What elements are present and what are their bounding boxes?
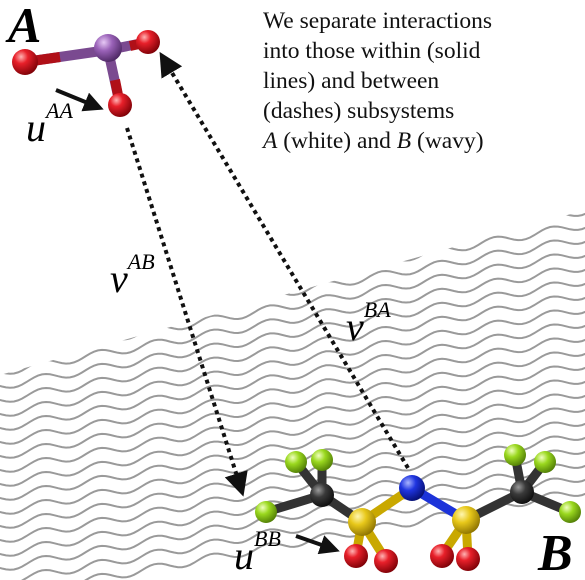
label-u-bb: uBB	[234, 526, 281, 579]
caption-line: A (white) and B (wavy)	[263, 126, 581, 156]
caption-symbol-b: B	[396, 128, 412, 154]
caption: We separate interactions into those with…	[263, 6, 581, 156]
caption-line: We separate interactions	[263, 8, 493, 34]
wave-line	[0, 359, 585, 473]
interaction-arrow-uBB	[295, 534, 340, 555]
wave-line	[0, 331, 585, 445]
caption-symbol-a: A	[263, 128, 278, 154]
wave-line	[0, 210, 585, 305]
fluorine-atom	[255, 501, 277, 523]
sulfur-atom	[348, 508, 376, 536]
label-sup: AB	[127, 249, 155, 274]
wave-line	[0, 210, 585, 277]
oxygen-atom	[456, 547, 480, 571]
wave-line	[0, 457, 585, 571]
carbon-atom	[310, 483, 334, 507]
label-u-aa: uAA	[26, 98, 73, 151]
wave-line	[0, 303, 585, 417]
phosphorus-atom	[94, 34, 122, 62]
interaction-arrow-uAA	[55, 88, 104, 112]
label-base: u	[234, 533, 254, 578]
wave-line	[0, 275, 585, 389]
oxygen-atom	[12, 49, 38, 75]
label-v-ba: vBA	[346, 297, 391, 350]
label-sup: AA	[46, 98, 73, 123]
caption-line: lines) and between	[263, 68, 440, 94]
oxygen-atom	[430, 544, 454, 568]
molecule-a	[12, 30, 160, 117]
fluorine-atom	[311, 449, 333, 471]
label-v-ab: vAB	[110, 249, 155, 302]
sulfur-atom	[452, 506, 480, 534]
wavy-region-b	[0, 210, 585, 580]
oxygen-atom	[108, 93, 132, 117]
fluorine-atom	[504, 444, 526, 466]
wave-line	[0, 219, 585, 333]
wave-line	[0, 210, 585, 263]
wave-line	[0, 210, 585, 319]
label-base: v	[346, 304, 364, 349]
wave-line	[0, 415, 585, 529]
label-sup: BB	[254, 526, 281, 551]
fluorine-atom	[285, 451, 307, 473]
molecule-b	[255, 444, 581, 573]
label-base: u	[26, 105, 46, 150]
label-base: v	[110, 256, 128, 301]
oxygen-atom	[136, 30, 160, 54]
wave-line	[0, 317, 585, 431]
wave-line	[0, 373, 585, 487]
wave-line	[0, 233, 585, 347]
wave-line	[0, 429, 585, 543]
fluorine-atom	[559, 501, 581, 523]
label-sup: BA	[363, 297, 391, 322]
wave-line	[0, 387, 585, 501]
subsystem-label-b: B	[538, 525, 573, 580]
subsystem-label-a: A	[8, 0, 42, 53]
fluorine-atom	[534, 451, 556, 473]
wave-line	[0, 261, 585, 375]
nitrogen-atom	[399, 475, 425, 501]
oxygen-atom	[344, 544, 368, 568]
wave-line	[0, 471, 585, 580]
carbon-atom	[510, 480, 534, 504]
oxygen-atom	[374, 549, 398, 573]
caption-line: into those within (solid	[263, 38, 481, 64]
wave-line	[0, 345, 585, 459]
wave-line	[0, 247, 585, 361]
caption-line: (dashes) subsystems	[263, 98, 455, 124]
caption-text: (wavy)	[411, 128, 484, 154]
wave-line	[0, 289, 585, 403]
interaction-arrow-vAB	[125, 127, 248, 497]
caption-text: (white) and	[277, 128, 397, 154]
